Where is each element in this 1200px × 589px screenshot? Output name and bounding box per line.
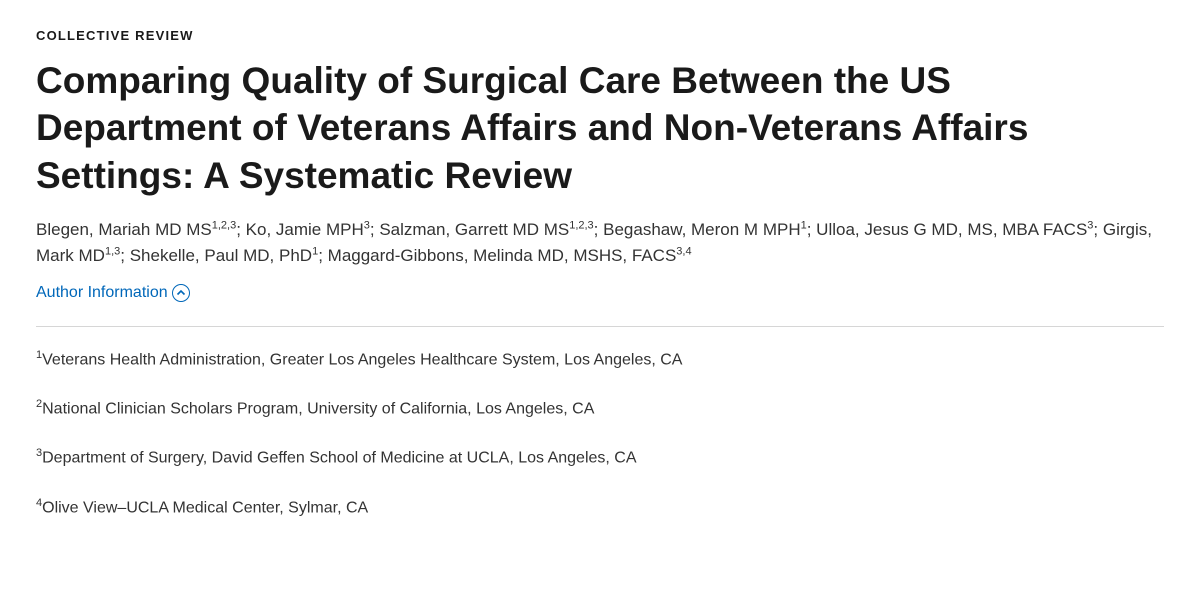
author: Ulloa, Jesus G MD, MS, MBA FACS3: [816, 220, 1093, 239]
author-refs: 3: [364, 219, 370, 231]
author: Blegen, Mariah MD MS1,2,3: [36, 220, 236, 239]
article-type-label: COLLECTIVE REVIEW: [36, 28, 1164, 43]
author-refs: 1,2,3: [569, 219, 593, 231]
chevron-up-icon: [172, 284, 190, 302]
affiliation-text: Olive View–UCLA Medical Center, Sylmar, …: [42, 499, 368, 516]
affiliation-text: National Clinician Scholars Program, Uni…: [42, 400, 594, 417]
author: Shekelle, Paul MD, PhD1: [130, 246, 319, 265]
author-info-label: Author Information: [36, 284, 168, 302]
affiliation-text: Department of Surgery, David Geffen Scho…: [42, 450, 636, 467]
author-refs: 1: [801, 219, 807, 231]
author: Begashaw, Meron M MPH1: [603, 220, 807, 239]
author-refs: 1: [312, 246, 318, 258]
affiliation: 4Olive View–UCLA Medical Center, Sylmar,…: [36, 495, 1164, 520]
divider: [36, 326, 1164, 327]
affiliation-list: 1Veterans Health Administration, Greater…: [36, 347, 1164, 520]
author-refs: 3,4: [676, 246, 691, 258]
author-list: Blegen, Mariah MD MS1,2,3; Ko, Jamie MPH…: [36, 217, 1164, 270]
author-refs: 1,2,3: [212, 219, 236, 231]
affiliation-text: Veterans Health Administration, Greater …: [42, 351, 682, 368]
affiliation: 2National Clinician Scholars Program, Un…: [36, 396, 1164, 421]
author: Salzman, Garrett MD MS1,2,3: [379, 220, 593, 239]
author: Ko, Jamie MPH3: [246, 220, 370, 239]
article-title: Comparing Quality of Surgical Care Betwe…: [36, 57, 1164, 199]
author-info-toggle[interactable]: Author Information: [36, 284, 190, 302]
affiliation: 1Veterans Health Administration, Greater…: [36, 347, 1164, 372]
author: Maggard-Gibbons, Melinda MD, MSHS, FACS3…: [328, 246, 692, 265]
author-refs: 3: [1087, 219, 1093, 231]
affiliation: 3Department of Surgery, David Geffen Sch…: [36, 445, 1164, 470]
author-refs: 1,3: [105, 246, 120, 258]
